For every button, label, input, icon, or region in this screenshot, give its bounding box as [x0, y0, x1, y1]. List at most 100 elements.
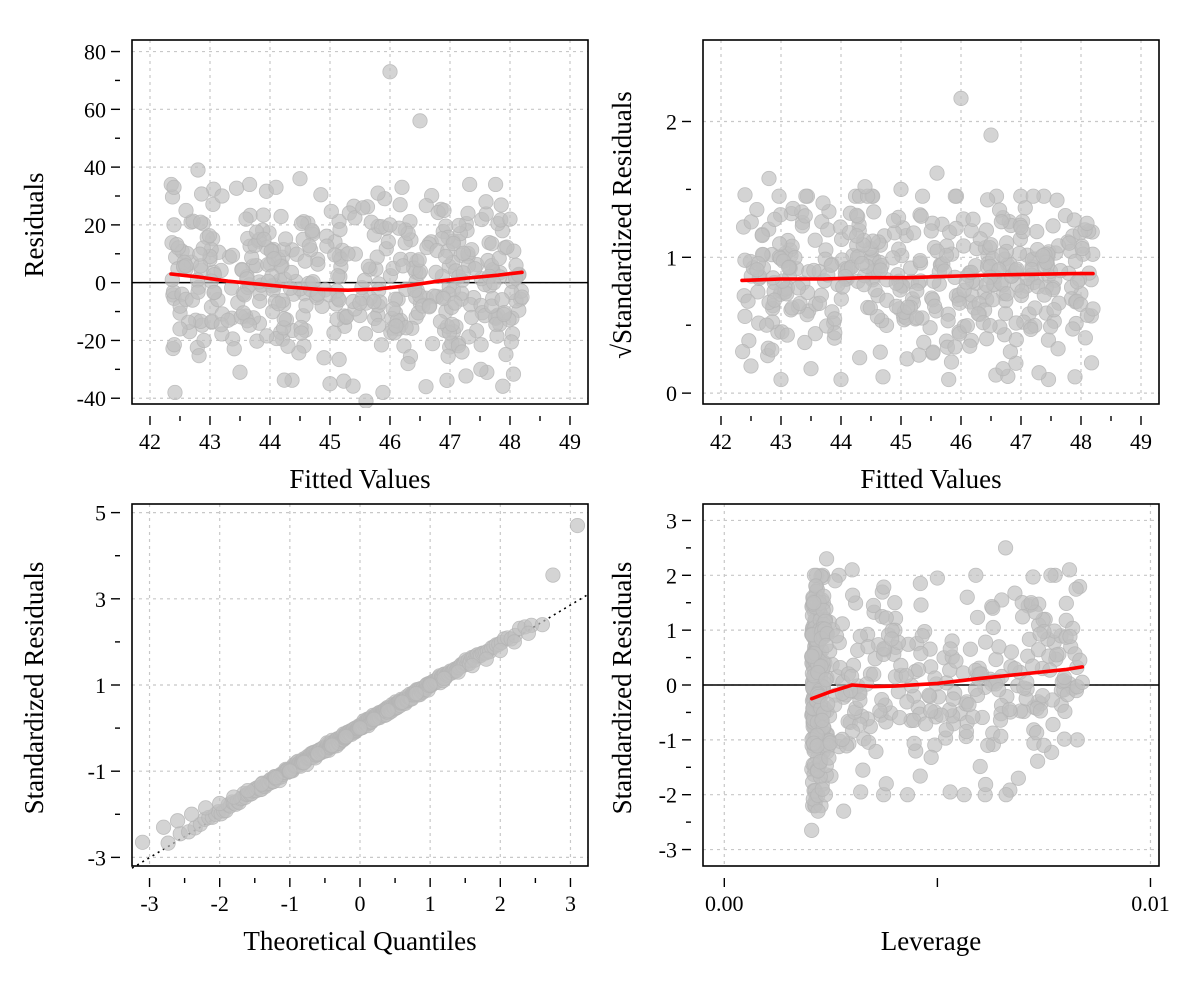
data-point [759, 317, 775, 333]
data-point [844, 723, 861, 739]
data-point [958, 723, 975, 740]
data-point [767, 211, 783, 227]
data-point [226, 789, 242, 805]
y-tick-label: 0 [95, 271, 106, 296]
data-point [1043, 567, 1059, 583]
data-point [327, 247, 343, 263]
data-point [1061, 562, 1078, 578]
data-point [1036, 737, 1052, 753]
data-point [236, 287, 253, 303]
x-tick-label: 0.00 [705, 891, 744, 916]
data-point [792, 295, 808, 312]
data-point [797, 208, 813, 224]
data-point [462, 176, 478, 193]
data-point [923, 749, 939, 765]
data-point [972, 758, 988, 775]
data-point [956, 787, 972, 803]
points-layer [163, 64, 530, 408]
data-point [985, 292, 1001, 308]
data-point [400, 355, 416, 372]
data-point [962, 338, 978, 354]
x-tick-label: 2 [495, 891, 506, 916]
y-axis-title: Residuals [19, 173, 49, 278]
y-axis-title: Standardized Residuals [19, 562, 49, 815]
data-point [256, 231, 272, 247]
data-point [916, 334, 932, 350]
data-point [310, 256, 326, 272]
data-point [865, 597, 882, 614]
data-point [1001, 701, 1018, 718]
data-point [985, 619, 1001, 636]
data-point [1057, 703, 1073, 720]
data-point [993, 728, 1009, 744]
data-point [394, 694, 410, 710]
data-point [375, 384, 391, 401]
data-point [385, 301, 401, 317]
plot-frame [131, 39, 589, 405]
data-point [506, 634, 522, 650]
data-point [370, 185, 386, 201]
data-point [771, 188, 787, 204]
data-point [418, 379, 434, 395]
data-point [823, 257, 839, 273]
data-point [1061, 235, 1077, 251]
data-point [872, 262, 889, 278]
data-point [166, 337, 182, 353]
data-point [324, 737, 340, 753]
data-point [818, 551, 835, 567]
data-point [1036, 287, 1052, 303]
x-axis-title: Fitted Values [860, 464, 1001, 494]
data-point [1058, 595, 1074, 611]
data-point [276, 372, 292, 388]
data-point [857, 179, 873, 195]
data-point [868, 743, 884, 760]
x-tick-label: 0 [355, 891, 366, 916]
data-point [408, 686, 424, 702]
data-point [853, 784, 869, 800]
data-point [357, 326, 374, 342]
data-point [912, 575, 928, 592]
data-point [1003, 644, 1019, 660]
data-point [505, 366, 522, 382]
data-point [743, 358, 759, 374]
data-point [740, 293, 756, 309]
data-point [811, 295, 828, 311]
data-point [254, 776, 270, 792]
data-point [923, 223, 939, 239]
x-axis-title: Theoretical Quantiles [243, 926, 476, 956]
data-point [224, 247, 241, 264]
data-point [241, 176, 258, 193]
data-point [911, 347, 927, 363]
data-point [297, 253, 313, 269]
data-point [255, 207, 271, 223]
points-layer [804, 540, 1090, 838]
data-point [807, 232, 823, 248]
data-point [821, 750, 837, 766]
plot-frame [702, 39, 1160, 405]
data-point [1010, 770, 1026, 786]
data-point [999, 286, 1015, 302]
data-point [360, 258, 377, 274]
data-point [310, 746, 326, 762]
data-point [764, 342, 780, 358]
data-point [1032, 626, 1048, 642]
data-point [326, 325, 342, 341]
data-point [1035, 248, 1051, 264]
plot-frame [131, 503, 589, 867]
data-point [1025, 188, 1041, 204]
data-point [878, 610, 894, 626]
data-point [909, 283, 925, 299]
data-point [1056, 669, 1072, 686]
y-tick-label: -2 [659, 783, 677, 808]
data-point [366, 711, 382, 728]
data-point [991, 682, 1007, 698]
data-point [1068, 581, 1084, 597]
data-point [496, 306, 512, 323]
y-tick-label: -1 [659, 728, 677, 753]
x-tick-label: 48 [499, 429, 521, 454]
data-point [979, 192, 996, 208]
data-point [914, 628, 930, 644]
data-point [1083, 355, 1100, 371]
panel-residuals-vs-fitted: 42 43 44 45 46 47 48 49 -40 -20 0 20 40 60 80 Fitted Va… [19, 39, 589, 494]
data-point [884, 631, 900, 647]
